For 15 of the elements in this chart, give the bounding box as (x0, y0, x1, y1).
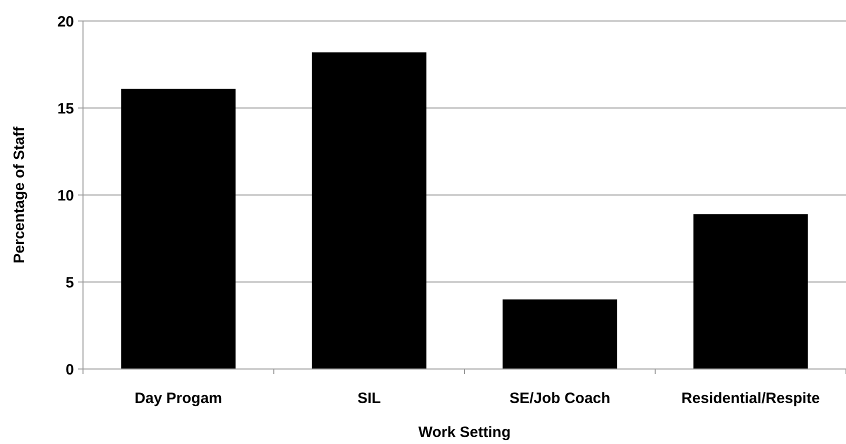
x-axis-title: Work Setting (418, 424, 511, 441)
y-tick-label: 10 (57, 187, 74, 204)
y-tick-label: 15 (57, 100, 74, 118)
y-axis-title: Percentage of Staff (11, 126, 28, 264)
x-tick-label: SE/Job Coach (509, 390, 610, 407)
y-tick-label: 5 (66, 274, 74, 292)
bar (312, 52, 426, 369)
bar (693, 214, 808, 369)
y-tick-label: 20 (57, 13, 74, 30)
y-tick-label: 0 (66, 361, 74, 378)
x-tick-label: Residential/Respite (681, 390, 820, 407)
bar (121, 88, 236, 369)
bar (502, 299, 618, 369)
x-tick-label: Day Progam (134, 390, 222, 407)
x-tick-label: SIL (357, 390, 381, 407)
